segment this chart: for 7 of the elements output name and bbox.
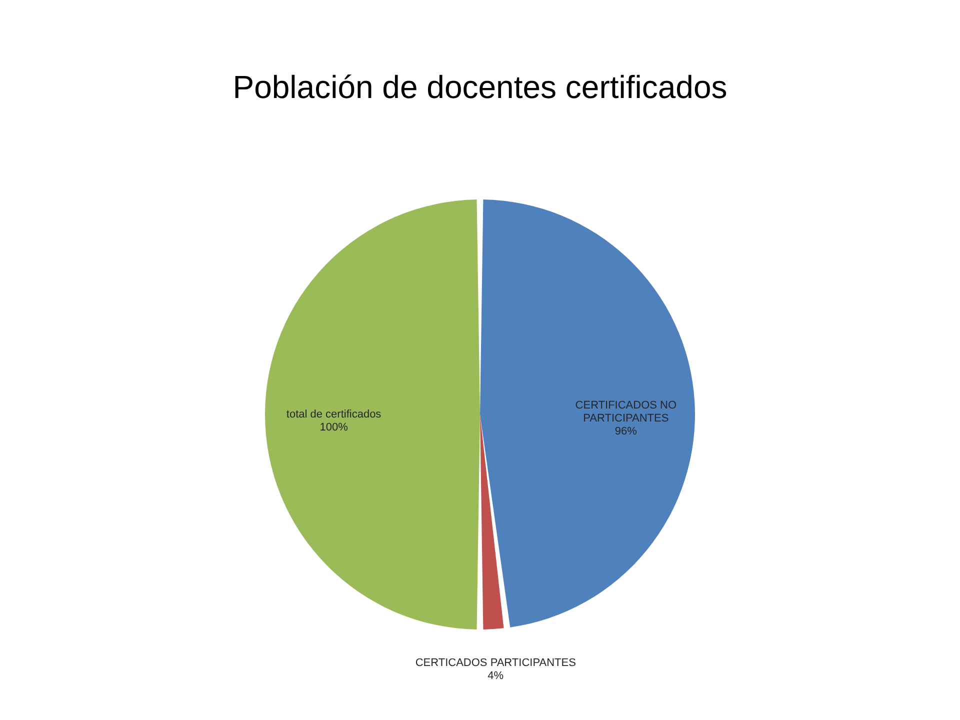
slice-label: CERTICADOS PARTICIPANTES <box>415 657 576 670</box>
data-label: 4% <box>488 670 504 682</box>
slice-label: CERTIFICADOS NO PARTICIPANTES <box>575 399 677 424</box>
slice-label: total de certificados <box>286 408 382 420</box>
data-label: 100% <box>320 422 348 434</box>
chart-title: Población de docentes certificados <box>232 69 728 105</box>
data-label: 96% <box>614 425 638 438</box>
